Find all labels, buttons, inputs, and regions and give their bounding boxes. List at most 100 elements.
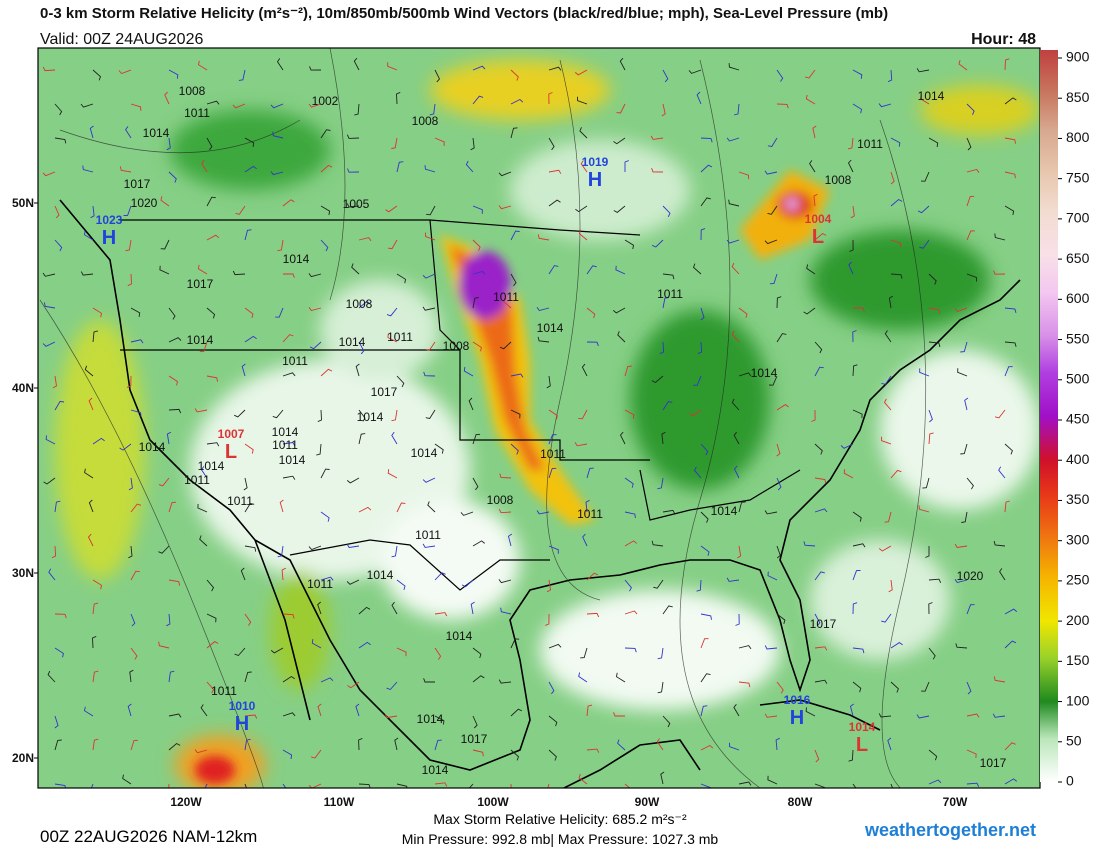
latitude-label: 40N bbox=[12, 381, 34, 395]
isobar-label: 1011 bbox=[493, 290, 519, 304]
isobar-label: 1011 bbox=[657, 287, 683, 301]
isobar-label: 1014 bbox=[143, 126, 170, 140]
isobar-label: 1017 bbox=[980, 756, 1007, 770]
site-credit: weathertogether.net bbox=[864, 820, 1036, 840]
isobar-label: 1014 bbox=[751, 366, 778, 380]
isobar-label: 1014 bbox=[339, 335, 366, 349]
forecast-hour: Hour: 48 bbox=[971, 31, 1036, 48]
pressure-center: L bbox=[225, 441, 237, 463]
max-helicity: Max Storm Relative Helicity: 685.2 m²s⁻² bbox=[433, 811, 687, 827]
pressure-value: 1019 bbox=[582, 155, 609, 169]
pressure-value: 1016 bbox=[784, 693, 811, 707]
isobar-label: 1011 bbox=[387, 330, 413, 344]
title: 0-3 km Storm Relative Helicity (m²s⁻²), … bbox=[40, 5, 888, 22]
isobar-label: 1011 bbox=[577, 507, 603, 521]
isobar-label: 1014 bbox=[283, 252, 310, 266]
colorbar-label: 0 bbox=[1066, 773, 1074, 789]
isobar-label: 1017 bbox=[810, 617, 837, 631]
isobar-label: 1011 bbox=[415, 528, 441, 542]
colorbar-label: 600 bbox=[1066, 290, 1090, 306]
isobar-label: 1014 bbox=[711, 504, 738, 518]
longitude-label: 90W bbox=[635, 795, 660, 809]
pressure-value: 1010 bbox=[229, 699, 256, 713]
isobar-label: 1011 bbox=[272, 438, 298, 452]
isobar-label: 1017 bbox=[124, 177, 151, 191]
isobar-label: 1008 bbox=[487, 493, 514, 507]
isobar-label: 1017 bbox=[461, 732, 488, 746]
isobar-label: 1008 bbox=[412, 114, 439, 128]
colorbar-label: 700 bbox=[1066, 210, 1090, 226]
colorbar-label: 350 bbox=[1066, 491, 1090, 507]
pressure-center: H bbox=[588, 169, 602, 191]
isobar-label: 1014 bbox=[422, 763, 449, 777]
isobar-label: 1014 bbox=[417, 712, 444, 726]
pressure-value: 1014 bbox=[849, 720, 876, 734]
isobar-label: 1011 bbox=[211, 684, 237, 698]
colorbar-label: 50 bbox=[1066, 732, 1082, 748]
pressure-center: H bbox=[790, 707, 804, 729]
isobar-label: 1014 bbox=[537, 321, 564, 335]
isobar-label: 1014 bbox=[198, 459, 225, 473]
isobar-label: 1014 bbox=[357, 410, 384, 424]
isobar-label: 1005 bbox=[343, 197, 370, 211]
isobar-label: 1014 bbox=[367, 568, 394, 582]
isobar-label: 1008 bbox=[346, 297, 373, 311]
isobar-label: 1008 bbox=[825, 173, 852, 187]
isobar-label: 1011 bbox=[184, 106, 210, 120]
colorbar-label: 400 bbox=[1066, 451, 1090, 467]
isobar-label: 1014 bbox=[918, 89, 945, 103]
isobar-label: 1011 bbox=[227, 494, 253, 508]
colorbar-label: 900 bbox=[1066, 49, 1090, 65]
longitude-label: 120W bbox=[170, 795, 202, 809]
isobar-label: 1011 bbox=[857, 137, 883, 151]
pressure-center: H bbox=[102, 227, 116, 249]
isobar-label: 1014 bbox=[187, 333, 214, 347]
colorbar-label: 150 bbox=[1066, 652, 1090, 668]
isobar-label: 1014 bbox=[411, 446, 438, 460]
colorbar-label: 100 bbox=[1066, 692, 1090, 708]
valid-time: Valid: 00Z 24AUG2026 bbox=[40, 31, 203, 48]
isobar-label: 1014 bbox=[139, 440, 166, 454]
model-run: 00Z 22AUG2026 NAM-12km bbox=[40, 827, 257, 846]
pressure-extremes: Min Pressure: 992.8 mb| Max Pressure: 10… bbox=[402, 831, 719, 847]
colorbar-label: 850 bbox=[1066, 89, 1090, 105]
pressure-value: 1023 bbox=[96, 213, 123, 227]
latitude-label: 20N bbox=[12, 751, 34, 765]
isobar-label: 1002 bbox=[312, 94, 339, 108]
map: 1008101110141017102010021008100510141017… bbox=[38, 48, 1040, 788]
isobar-label: 1011 bbox=[307, 577, 333, 591]
colorbar-label: 800 bbox=[1066, 129, 1090, 145]
isobar-label: 1020 bbox=[131, 196, 158, 210]
colorbar-label: 650 bbox=[1066, 250, 1090, 266]
latitude-label: 50N bbox=[12, 196, 34, 210]
isobar-label: 1011 bbox=[184, 473, 210, 487]
isobar-label: 1017 bbox=[187, 277, 214, 291]
longitude-label: 100W bbox=[477, 795, 509, 809]
pressure-center: H bbox=[235, 713, 249, 735]
isobar-label: 1008 bbox=[179, 84, 206, 98]
colorbar-label: 500 bbox=[1066, 370, 1090, 386]
longitude-label: 70W bbox=[943, 795, 968, 809]
pressure-center: L bbox=[812, 226, 824, 248]
colorbar-label: 450 bbox=[1066, 411, 1090, 427]
isobar-label: 1014 bbox=[272, 425, 299, 439]
latitude-label: 30N bbox=[12, 566, 34, 580]
colorbar-label: 250 bbox=[1066, 572, 1090, 588]
colorbar-label: 300 bbox=[1066, 531, 1090, 547]
isobar-label: 1014 bbox=[446, 629, 473, 643]
isobar-label: 1014 bbox=[279, 453, 306, 467]
colorbar-label: 200 bbox=[1066, 612, 1090, 628]
colorbar bbox=[1040, 50, 1058, 782]
isobar-label: 1020 bbox=[957, 569, 984, 583]
colorbar-label: 750 bbox=[1066, 169, 1090, 185]
pressure-center: L bbox=[856, 734, 868, 756]
isobar-label: 1011 bbox=[540, 447, 566, 461]
isobar-label: 1008 bbox=[443, 339, 470, 353]
pressure-value: 1004 bbox=[805, 212, 832, 226]
longitude-label: 80W bbox=[788, 795, 813, 809]
isobar-label: 1017 bbox=[371, 385, 398, 399]
longitude-label: 110W bbox=[324, 795, 355, 809]
colorbar-label: 550 bbox=[1066, 330, 1090, 346]
